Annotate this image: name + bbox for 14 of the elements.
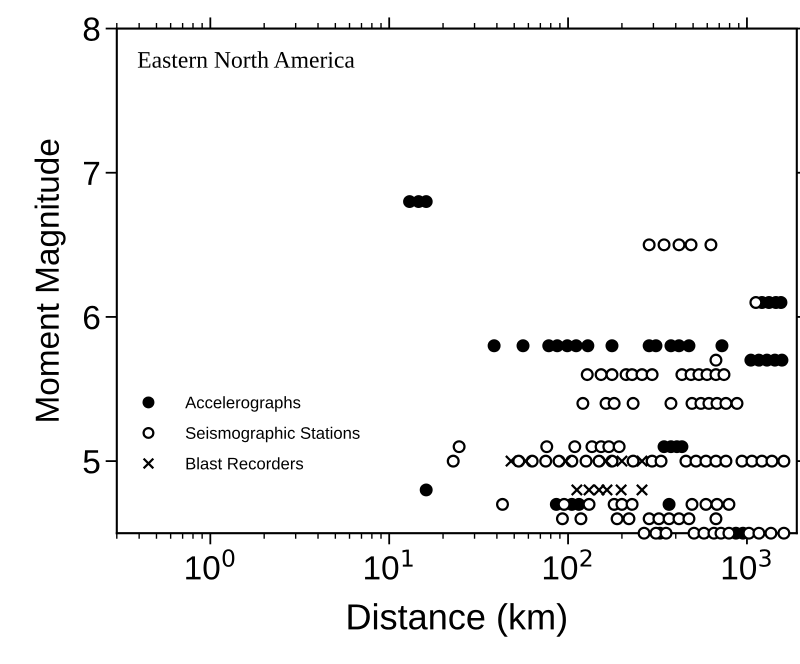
y-tick-label: 6 bbox=[84, 306, 100, 330]
legend-label: Blast Recorders bbox=[186, 457, 304, 470]
x-tick-label: 10$^{1}$ bbox=[365, 550, 413, 580]
y-tick-label: 5 bbox=[84, 450, 100, 474]
y-axis-title: Moment Magnitude bbox=[34, 140, 66, 421]
y-tick-label: 8 bbox=[84, 17, 100, 41]
y-tick-label: 7 bbox=[84, 162, 100, 185]
x-tick-label: 10$^{2}$ bbox=[544, 549, 592, 580]
legend-label: Seismographic Stations bbox=[186, 426, 360, 442]
annotation: Eastern North America bbox=[138, 51, 355, 68]
legend-label: Accelerographs bbox=[185, 396, 300, 412]
x-axis-title: Distance (km) bbox=[348, 603, 566, 637]
x-tick-label: 10$^{3}$ bbox=[722, 549, 771, 580]
x-tick-label: 10$^{0}$ bbox=[186, 549, 234, 580]
